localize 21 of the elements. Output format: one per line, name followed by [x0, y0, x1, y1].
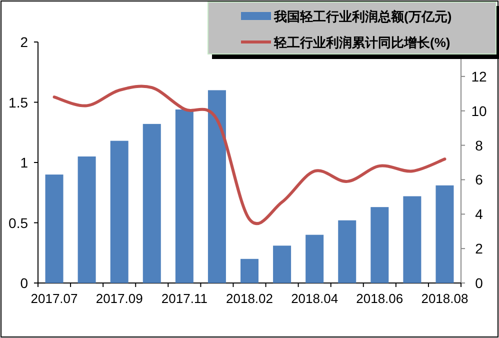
legend-label: 轻工行业利润累计同比增长(%) [273, 35, 450, 50]
y-tick-label: 1 [20, 154, 28, 170]
x-tick-label: 2017.11 [161, 291, 208, 306]
y2-tick-label: 2 [475, 240, 484, 257]
y2-tick-label: 4 [475, 206, 484, 222]
y2-tick-label: 12 [471, 68, 487, 84]
x-tick-label: 2018.02 [226, 291, 273, 306]
y2-tick-label: 8 [475, 137, 484, 154]
x-tick-label: 2017.09 [96, 291, 143, 306]
x-tick-label: 2018.08 [421, 291, 468, 306]
legend-label: 我国轻工行业利润总额(万亿元) [273, 9, 452, 24]
y2-tick-label: 6 [475, 172, 484, 188]
x-tick-label: 2018.04 [291, 291, 338, 306]
y2-tick-label: 10 [471, 102, 487, 119]
y-tick-label: 0.5 [8, 214, 28, 231]
y2-tick-label: 0 [475, 275, 484, 291]
y-tick-label: 0 [20, 275, 28, 291]
x-tick-label: 2018.06 [356, 291, 404, 306]
y-tick-label: 1.5 [8, 94, 28, 110]
y-tick-label: 2 [20, 34, 28, 50]
x-tick-label: 2017.07 [30, 291, 78, 306]
